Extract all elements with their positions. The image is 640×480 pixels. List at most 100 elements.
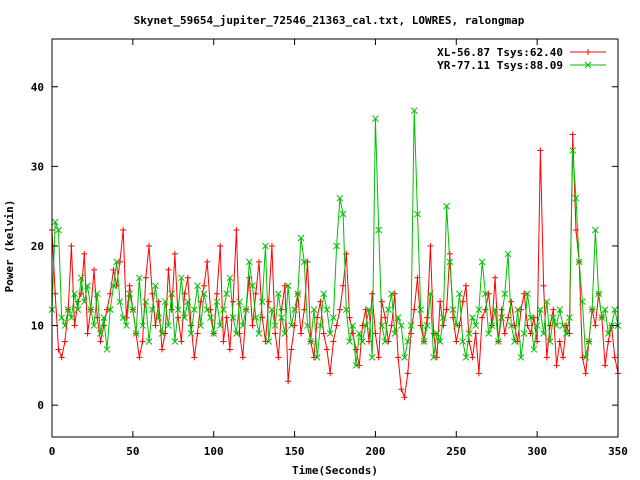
data-point (566, 330, 573, 337)
data-point (242, 306, 250, 313)
data-point (116, 298, 124, 306)
data-point (268, 306, 276, 313)
data-point (258, 298, 266, 306)
data-point (505, 314, 512, 321)
data-point (97, 330, 104, 337)
tick-layer: 0 50 100 150 200 250 300 350 0 10 20 30 40 (31, 39, 628, 458)
data-point (200, 290, 208, 298)
data-point (148, 306, 156, 313)
data-point (139, 322, 146, 329)
data-point (226, 346, 233, 353)
x-tick-label: 200 (365, 445, 385, 458)
data-point (142, 274, 149, 281)
data-point (553, 322, 560, 329)
data-point (375, 226, 383, 234)
data-point (595, 290, 602, 298)
data-point (346, 338, 353, 345)
data-point (527, 314, 535, 321)
data-point (58, 354, 65, 361)
data-point (543, 354, 550, 361)
series-line (51, 110, 619, 366)
data-point (427, 290, 434, 298)
data-point (201, 282, 208, 289)
data-point (478, 258, 486, 266)
data-point (449, 306, 457, 313)
plot-frame (51, 38, 619, 438)
data-point (592, 226, 599, 234)
data-point (68, 242, 75, 249)
data-point (323, 346, 330, 353)
data-point (368, 354, 376, 361)
data-point (465, 330, 473, 337)
data-point (61, 322, 69, 329)
data-point (404, 338, 412, 345)
data-point (278, 314, 285, 321)
data-point (498, 306, 505, 313)
data-point (100, 314, 108, 321)
data-point (598, 314, 606, 321)
data-point (356, 362, 363, 369)
data-point (152, 322, 159, 329)
data-point (226, 274, 234, 282)
data-point (362, 322, 370, 329)
data-point (543, 298, 551, 306)
data-point (372, 330, 379, 337)
data-point (475, 306, 483, 313)
data-point (524, 290, 531, 298)
data-point (437, 298, 444, 305)
data-point (385, 306, 392, 313)
data-point (330, 338, 337, 345)
data-point (330, 314, 337, 321)
data-point (291, 322, 298, 329)
data-point (184, 274, 191, 281)
data-point (511, 338, 518, 345)
data-point (588, 306, 596, 313)
data-point (585, 338, 593, 345)
data-point (388, 322, 395, 329)
legend-marker (585, 49, 591, 55)
data-point (472, 330, 479, 337)
data-point (165, 322, 172, 329)
x-tick-label: 150 (285, 445, 305, 458)
data-point (178, 274, 185, 282)
data-point (268, 242, 275, 249)
data-point (197, 322, 205, 329)
data-point (560, 354, 567, 361)
data-point (113, 258, 121, 266)
data-point (327, 370, 334, 377)
data-point (411, 306, 418, 313)
data-point (342, 306, 350, 313)
data-point (391, 330, 399, 337)
y-tick-label: 30 (31, 160, 44, 173)
data-point (175, 314, 182, 321)
data-point (517, 354, 525, 361)
data-point (158, 346, 165, 353)
data-point (158, 330, 166, 337)
data-point (126, 282, 133, 289)
x-tick-label: 50 (126, 445, 139, 458)
data-point (123, 314, 130, 321)
data-point (433, 330, 441, 337)
data-point (492, 274, 499, 281)
data-point (566, 314, 573, 321)
data-point (310, 306, 318, 313)
data-point (84, 282, 91, 290)
data-point (462, 354, 470, 361)
data-point (453, 338, 460, 345)
data-point (479, 314, 486, 321)
data-point (440, 322, 447, 329)
data-point (326, 330, 334, 337)
data-point (210, 330, 218, 337)
data-point (91, 266, 98, 273)
data-point (64, 306, 72, 313)
x-tick-label: 100 (204, 445, 224, 458)
data-point (537, 306, 544, 313)
x-tick-label: 300 (527, 445, 547, 458)
data-point (369, 290, 376, 297)
data-point (349, 322, 357, 329)
data-point (233, 227, 240, 234)
data-point (93, 290, 101, 298)
data-point (161, 298, 169, 306)
data-point (414, 210, 421, 218)
series-layer (48, 107, 622, 401)
